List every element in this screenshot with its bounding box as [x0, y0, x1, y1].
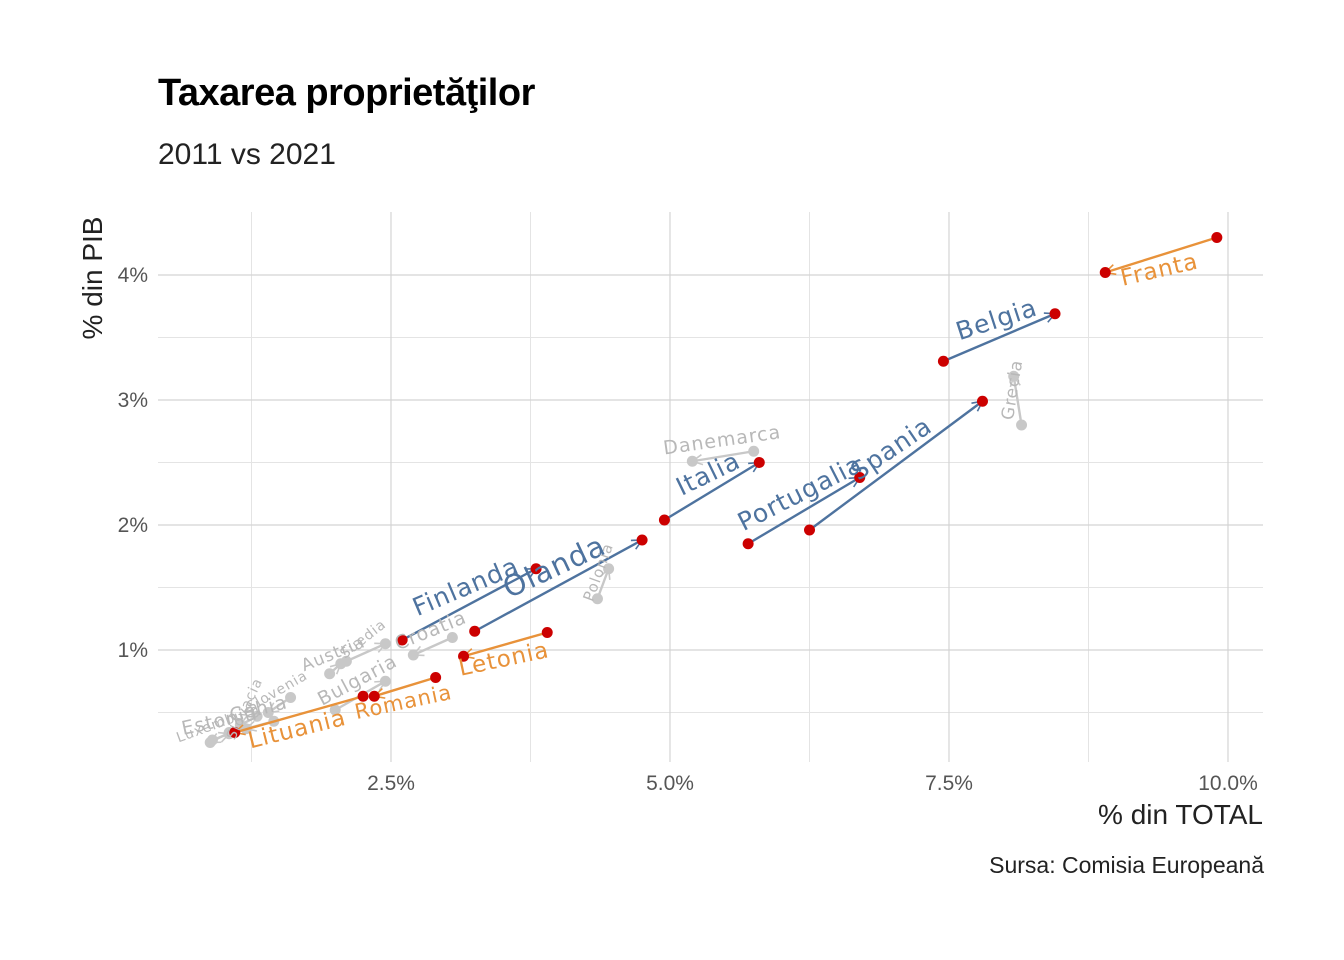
arrow-romania [374, 676, 436, 697]
y-tick-label: 4% [118, 264, 148, 287]
point-2011-grecia [1016, 419, 1028, 431]
arrow-lituania [235, 695, 364, 732]
highlight-point [854, 472, 866, 483]
arrow-croatia [413, 636, 453, 656]
highlight-point [976, 395, 988, 407]
point-2021-slovenia [262, 707, 274, 718]
arrow-letonia [464, 631, 548, 657]
highlight-point [753, 457, 765, 468]
highlight-point [530, 563, 542, 575]
arrow-franta [1105, 236, 1218, 273]
point-2021-grecia [1008, 370, 1020, 382]
x-tick-label: 2.5% [367, 772, 415, 795]
point-2021-suedia [379, 638, 391, 650]
arrow-portugalia [747, 476, 860, 545]
point-2011-austria [324, 668, 336, 680]
x-axis-title: % din TOTAL [1098, 799, 1263, 830]
grid-lines [158, 212, 1263, 762]
x-tick-label: 7.5% [925, 772, 973, 795]
arrow-olanda [474, 538, 642, 633]
chart-subtitle: 2011 vs 2021 [158, 138, 336, 171]
point-2011-bulgaria [329, 704, 341, 716]
arrow-italia [663, 461, 759, 522]
point-2021-luxemburg [204, 737, 216, 748]
arrow-spania [808, 401, 983, 531]
point-2011-danemarca [748, 445, 760, 457]
highlight-point [541, 627, 553, 638]
highlight-point [357, 690, 369, 702]
y-tick-label: 3% [118, 389, 148, 412]
highlight-point [658, 514, 670, 526]
arrow-suedia [345, 644, 385, 663]
highlight-point [458, 650, 470, 662]
highlight-point [636, 534, 648, 546]
y-tick-label: 1% [118, 639, 148, 662]
point-2011-slovacia [251, 710, 263, 722]
y-axis-title: % din PIB [77, 217, 108, 340]
other-countries-layer [204, 370, 1028, 748]
label-grecia: Grecia [998, 358, 1027, 421]
highlight-point [742, 538, 754, 550]
source-caption: Sursa: Comisia Europeană [989, 852, 1264, 878]
point-2021-austria [335, 658, 347, 670]
highlight-point [368, 690, 380, 702]
y-tick-label: 2% [118, 514, 148, 537]
arrow-danemarca [692, 450, 754, 461]
point-2021-bulgaria [379, 675, 391, 687]
highlighted-countries-layer [235, 236, 1218, 733]
chart-title: Taxarea proprietăţilor [158, 72, 535, 114]
highlight-point [469, 625, 481, 637]
arrow-belgia [942, 314, 1055, 363]
point-2011-slovenia [285, 692, 297, 703]
point-2021-polonia [603, 563, 615, 575]
highlight-point [396, 634, 408, 646]
point-2011-polonia [591, 593, 603, 605]
highlight-point [1211, 232, 1223, 243]
highlight-point [937, 355, 949, 367]
point-2021-croatia [407, 649, 419, 661]
highlight-point [1049, 308, 1061, 320]
axis-ticks: 2.5% 5.0% 7.5% 10.0% 1% 2% 3% 4% [118, 264, 1258, 795]
point-2011-croatia [446, 632, 458, 643]
point-2021-danemarca [686, 455, 698, 467]
arrow-finlanda [401, 567, 536, 642]
arrow-grecia [1014, 376, 1023, 426]
highlight-point [804, 524, 815, 536]
highlight-point [1099, 267, 1111, 278]
x-tick-label: 5.0% [646, 772, 694, 795]
highlight-point [229, 727, 241, 738]
data-points-layer [229, 232, 1223, 738]
x-tick-label: 10.0% [1198, 772, 1258, 795]
highlight-point [430, 672, 442, 683]
